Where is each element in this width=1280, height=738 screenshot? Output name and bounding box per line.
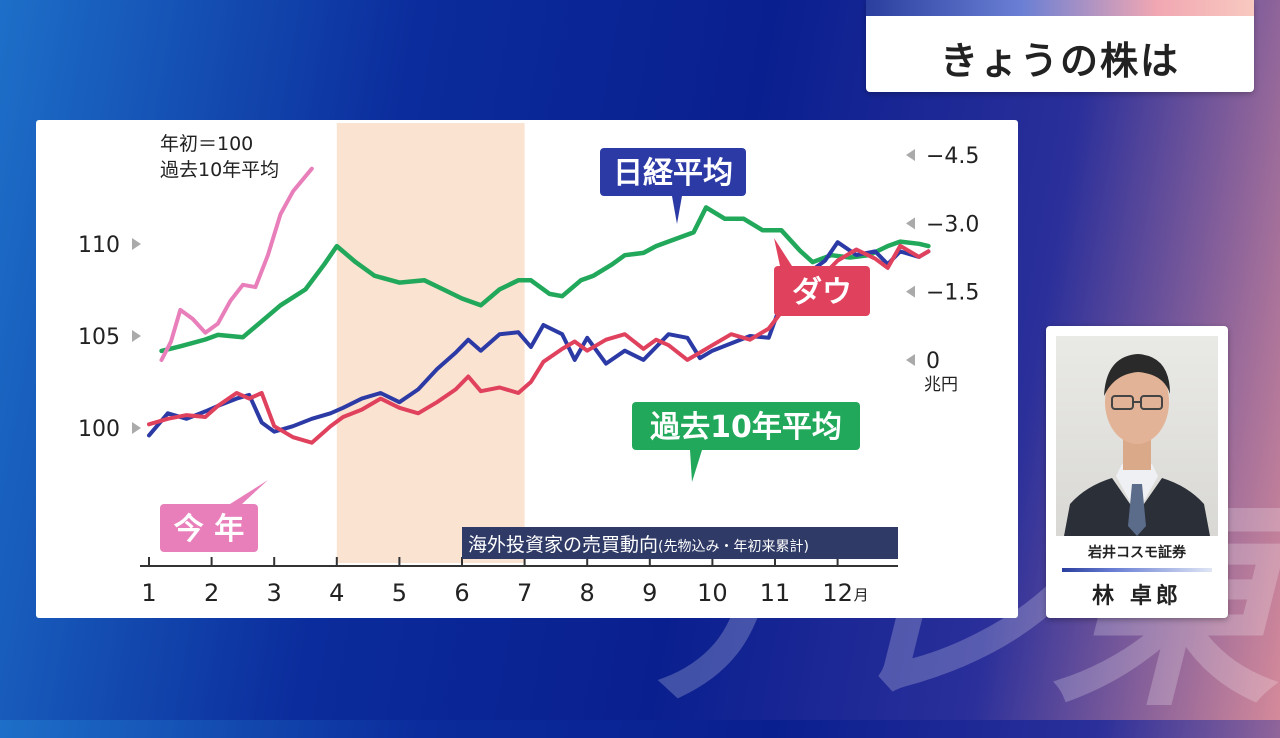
right-tick-label: −3.0: [926, 212, 979, 237]
left-tick-label: 105: [78, 325, 120, 350]
x-tick-label: 10: [697, 579, 728, 607]
callout-label-nikkei: 日経平均: [613, 156, 733, 191]
x-tick-label: 4: [329, 579, 344, 607]
title-accent-strip: [866, 0, 1254, 16]
right-tick-label: 0: [926, 349, 940, 374]
person-silhouette-icon: [1064, 354, 1210, 536]
flow-caption-main: 海外投資家の売買動向: [468, 534, 658, 556]
chart-note-base: 年初＝100: [160, 133, 253, 155]
flow-caption-box: [462, 527, 898, 559]
x-tick-label: 12: [822, 579, 853, 607]
series-line-thisyear: [159, 166, 314, 362]
presenter-card: 岩井コスモ証券 林 卓郎: [1046, 326, 1228, 618]
flow-caption: 海外投資家の売買動向(先物込み・年初来累計): [468, 534, 809, 556]
callout-label-avg10: 過去10年平均: [650, 410, 842, 445]
callout-box-dow: [774, 266, 870, 316]
right-tick-label: −4.5: [926, 144, 979, 169]
x-tick-label: 7: [517, 579, 532, 607]
right-axis-unit: 兆円: [924, 375, 958, 395]
callout-label-thisyear: 今 年: [174, 512, 244, 547]
right-tick-marker: [906, 149, 915, 161]
chart-panel: 年初＝100 過去10年平均 100 105 110 0 −1.5 −3.0 −4.5 兆円 1 2 3…: [36, 120, 1018, 618]
left-tick-marker: [132, 422, 141, 434]
presenter-company: 岩井コスモ証券: [1088, 545, 1186, 561]
callout-label-dow: ダウ: [792, 275, 852, 310]
x-month-suffix: 月: [854, 586, 869, 604]
x-tick-label: 1: [141, 579, 156, 607]
x-tick-label: 6: [454, 579, 469, 607]
right-tick-marker: [906, 285, 915, 298]
chart-note-avg: 過去10年平均: [160, 159, 279, 181]
x-tick-label: 8: [580, 579, 595, 607]
right-tick-marker: [906, 217, 915, 230]
left-tick-label: 110: [78, 233, 120, 258]
highlight-band: [336, 123, 525, 563]
left-tick-marker: [132, 238, 141, 250]
callout-pointer-avg10: [690, 450, 702, 482]
right-tick-label: −1.5: [926, 281, 979, 306]
callout-box-avg10: [632, 402, 860, 450]
presenter-name: 林 卓郎: [1092, 584, 1182, 609]
flow-caption-sub: (先物込み・年初来累計): [658, 538, 809, 555]
callout-pointer-thisyear: [230, 480, 268, 504]
callout-pointer-dow: [774, 238, 792, 266]
callout-box-nikkei: [600, 148, 746, 196]
callout-pointer-nikkei: [672, 196, 682, 224]
x-tick-label: 2: [204, 579, 219, 607]
left-tick-marker: [132, 330, 141, 342]
left-tick-label: 100: [78, 417, 120, 442]
callout-box-thisyear: [160, 504, 258, 552]
name-divider: [1062, 568, 1212, 572]
x-tick-label: 11: [760, 579, 791, 607]
segment-title-box: きょうの株は: [866, 0, 1254, 92]
right-tick-marker: [906, 354, 915, 366]
x-tick-label: 9: [642, 579, 657, 607]
x-tick-label: 3: [267, 579, 282, 607]
segment-title: きょうの株は: [939, 39, 1180, 83]
x-tick-label: 5: [392, 579, 407, 607]
presenter-photo: [1056, 336, 1218, 536]
series-line-avg10: [159, 205, 931, 354]
